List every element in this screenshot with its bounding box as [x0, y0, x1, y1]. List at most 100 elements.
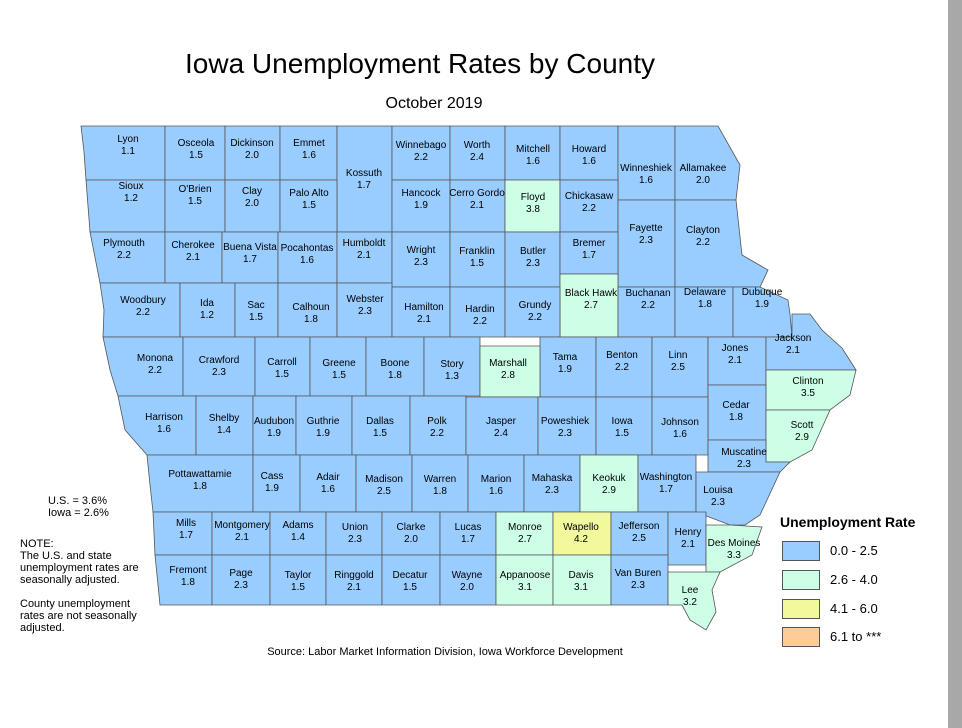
county-rate-pocahontas: 1.6	[300, 255, 314, 266]
county-rate-fremont: 1.8	[181, 577, 195, 588]
county-label-scott: Scott	[791, 420, 814, 431]
county-label-louisa: Louisa	[703, 485, 733, 496]
county-rate-floyd: 3.8	[526, 204, 540, 215]
county-rate-jones: 2.1	[728, 355, 742, 366]
county-rate-mitchell: 1.6	[526, 156, 540, 167]
county-label-page: Page	[229, 568, 253, 579]
county-rate-worth: 2.4	[470, 152, 484, 163]
county-label-fayette: Fayette	[629, 223, 663, 234]
county-label-clay: Clay	[242, 186, 262, 197]
county-rate-appanoose: 3.1	[518, 582, 532, 593]
county-rate-buena-vista: 1.7	[243, 254, 257, 265]
county-label-decatur: Decatur	[392, 570, 428, 581]
county-label-plymouth: Plymouth	[103, 238, 145, 249]
county-rate-shelby: 1.4	[217, 425, 231, 436]
county-label-mills: Mills	[176, 518, 196, 529]
legend-swatch	[782, 599, 820, 619]
county-label-madison: Madison	[365, 474, 403, 485]
county-label-ringgold: Ringgold	[334, 570, 373, 581]
county-label-henry: Henry	[675, 527, 702, 538]
county-rate-grundy: 2.2	[528, 312, 542, 323]
county-label-wayne: Wayne	[452, 570, 483, 581]
county-label-jones: Jones	[722, 343, 749, 354]
legend-swatch	[782, 570, 820, 590]
county-rate-des-moines: 3.3	[727, 550, 741, 561]
county-monona	[102, 336, 184, 397]
county-rate-sac: 1.5	[249, 312, 263, 323]
note-block: NOTE: The U.S. and state unemployment ra…	[20, 538, 139, 634]
legend-label: 4.1 - 6.0	[830, 601, 878, 616]
county-rate-osceola: 1.5	[189, 150, 203, 161]
county-label-ida: Ida	[200, 298, 214, 309]
county-label-winneshiek: Winneshiek	[620, 163, 673, 174]
county-label-cass: Cass	[261, 471, 284, 482]
county-rate-cherokee: 2.1	[186, 252, 200, 263]
legend-title: Unemployment Rate	[780, 514, 916, 530]
note-line: rates are not seasonally	[20, 610, 137, 622]
county-label-emmet: Emmet	[293, 138, 325, 149]
county-label-linn: Linn	[669, 350, 688, 361]
county-label-allamakee: Allamakee	[680, 163, 727, 174]
county-rate-fayette: 2.3	[639, 235, 653, 246]
county-label-boone: Boone	[381, 358, 410, 369]
county-label-montgomery: Montgomery	[214, 520, 270, 531]
county-label-buchanan: Buchanan	[625, 288, 670, 299]
county-rate-decatur: 1.5	[403, 582, 417, 593]
county-label-jefferson: Jefferson	[619, 521, 660, 532]
county-rate-van-buren: 2.3	[631, 580, 645, 591]
county-lee	[667, 571, 721, 631]
county-rate-dickinson: 2.0	[245, 150, 259, 161]
county-label-jackson: Jackson	[775, 333, 812, 344]
county-rate-mahaska: 2.3	[545, 485, 559, 496]
county-label-benton: Benton	[606, 350, 638, 361]
county-rate-adair: 1.6	[321, 484, 335, 495]
county-rate-wapello: 4.2	[574, 534, 588, 545]
county-rate-marshall: 2.8	[501, 370, 515, 381]
county-label-harrison: Harrison	[145, 412, 183, 423]
county-label-bremer: Bremer	[573, 238, 606, 249]
county-label-monroe: Monroe	[508, 522, 542, 533]
county-rate-black-hawk: 2.7	[584, 300, 598, 311]
legend-item: 2.6 - 4.0	[782, 570, 952, 590]
county-label-davis: Davis	[568, 570, 593, 581]
source-note: Source: Labor Market Information Divisio…	[267, 646, 623, 658]
county-label-pocahontas: Pocahontas	[281, 243, 334, 254]
county-rate-sioux: 1.2	[124, 193, 138, 204]
county-rate-tama: 1.9	[558, 364, 572, 375]
county-rate-benton: 2.2	[615, 362, 629, 373]
county-rate-carroll: 1.5	[275, 369, 289, 380]
county-rate-crawford: 2.3	[212, 367, 226, 378]
county-rate-clarke: 2.0	[404, 534, 418, 545]
county-label-humboldt: Humboldt	[343, 238, 386, 249]
county-rate-hamilton: 2.1	[417, 314, 431, 325]
county-label-mitchell: Mitchell	[516, 144, 550, 155]
county-label-webster: Webster	[346, 294, 384, 305]
county-label-hamilton: Hamilton	[404, 302, 443, 313]
county-rate-jasper: 2.4	[494, 428, 508, 439]
county-label-hancock: Hancock	[402, 188, 442, 199]
county-label-shelby: Shelby	[209, 413, 240, 424]
county-label-adair: Adair	[316, 472, 340, 483]
note-line: unemployment rates are	[20, 562, 139, 574]
county-rate-emmet: 1.6	[302, 150, 316, 161]
county-rate-henry: 2.1	[681, 539, 695, 550]
note-line: seasonally adjusted.	[20, 574, 120, 586]
county-label-story: Story	[440, 359, 463, 370]
county-louisa	[695, 471, 781, 526]
county-label-woodbury: Woodbury	[120, 295, 165, 306]
county-rate-montgomery: 2.1	[235, 532, 249, 543]
county-label-clarke: Clarke	[397, 522, 426, 533]
county-rate-poweshiek: 2.3	[558, 428, 572, 439]
county-label-cedar: Cedar	[722, 400, 750, 411]
county-rate-clinton: 3.5	[801, 388, 815, 399]
note-line: adjusted.	[20, 622, 65, 634]
county-label-monona: Monona	[137, 353, 174, 364]
county-rate-winnebago: 2.2	[414, 152, 428, 163]
county-rate-woodbury: 2.2	[136, 307, 150, 318]
legend-swatch	[782, 541, 820, 561]
county-rate-wright: 2.3	[414, 257, 428, 268]
county-label-sac: Sac	[247, 300, 264, 311]
county-label-fremont: Fremont	[169, 565, 206, 576]
rates-block: U.S. = 3.6% Iowa = 2.6%	[48, 495, 109, 519]
county-label-clinton: Clinton	[792, 376, 823, 387]
